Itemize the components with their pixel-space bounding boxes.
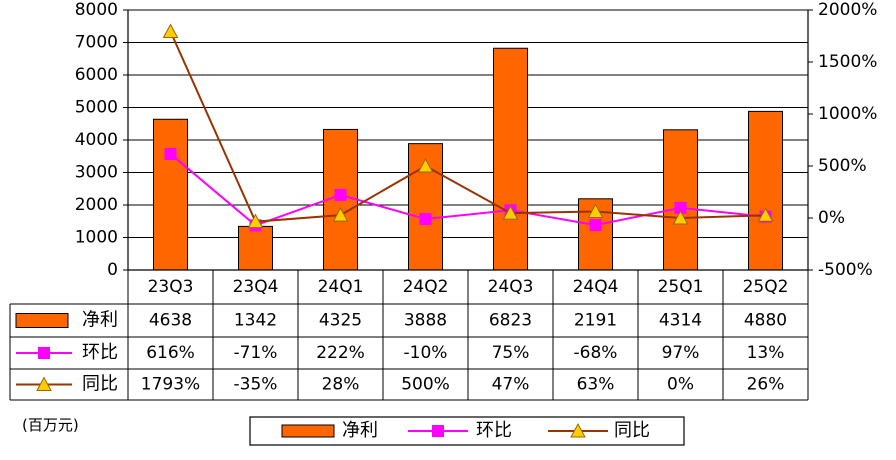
grid-lines	[128, 9, 808, 238]
table-category-label: 24Q2	[403, 277, 449, 297]
left-tick-label: 1000	[75, 228, 118, 248]
point-tb	[332, 207, 349, 222]
table-cell: 1793%	[141, 375, 200, 395]
table-key-marker	[38, 347, 50, 359]
point-tb	[672, 209, 689, 225]
right-tick-label: 2000%	[818, 0, 877, 20]
bar-24Q3	[493, 47, 528, 271]
left-tick-label: 5000	[75, 98, 118, 118]
table-cell: -35%	[234, 375, 278, 395]
bar-25Q2	[748, 110, 783, 271]
point-tb	[502, 205, 519, 220]
left-tick-label: 3000	[75, 163, 118, 183]
left-tick-label: 6000	[75, 65, 118, 85]
right-tick-label: -500%	[818, 260, 873, 280]
table-cell: 13%	[747, 343, 785, 363]
table-cell: 2191	[574, 311, 617, 331]
point-tb	[247, 213, 264, 229]
table-key-bar	[15, 313, 69, 328]
bar-23Q3	[153, 118, 188, 271]
table-cell: -10%	[404, 343, 448, 363]
point-hb	[419, 213, 432, 226]
legend-label: 环比	[476, 420, 512, 441]
table-cell: -71%	[234, 343, 278, 363]
point-hb	[164, 147, 177, 160]
table-cell: 4325	[319, 311, 362, 331]
legend-key-bar	[281, 424, 335, 438]
line-tb	[169, 31, 766, 223]
left-tick-label: 4000	[75, 130, 118, 150]
table-cell: 0%	[667, 375, 694, 395]
legend-key-marker	[432, 425, 444, 437]
point-tb	[587, 203, 604, 218]
legend-label: 同比	[614, 420, 650, 441]
point-hb	[589, 219, 602, 232]
table-cell: 6823	[489, 311, 532, 331]
right-tick-label: 0%	[818, 208, 845, 228]
table-cell: 97%	[662, 343, 700, 363]
bars	[153, 47, 783, 271]
table-key-marker	[36, 376, 52, 391]
right-tick-label: 1500%	[818, 52, 877, 72]
legend-key-marker	[570, 422, 586, 438]
table-cell: 4880	[744, 311, 787, 331]
legend: 净利 环比 同比	[249, 416, 685, 446]
table-cell: 4638	[149, 311, 192, 331]
data-table: 23Q3 23Q4 24Q1 24Q2 24Q3 24Q4 25Q1 25Q2 净利 4638 13…	[9, 269, 809, 401]
table-cell: 4314	[659, 311, 702, 331]
table-cell: 616%	[146, 343, 195, 363]
bar-23Q4	[238, 225, 273, 271]
left-tick-label: 0	[107, 260, 118, 280]
point-tb	[162, 23, 179, 39]
point-tb	[757, 207, 774, 222]
point-hb	[334, 188, 347, 201]
table-cell: 47%	[492, 375, 530, 395]
table-category-label: 23Q3	[148, 277, 194, 297]
axes: 0 1000 2000 3000 4000 5000 6000 7000 8000 -500% 0%…	[75, 0, 878, 280]
table-series-name: 环比	[82, 342, 118, 363]
series-lines	[162, 23, 774, 232]
point-tb	[417, 157, 434, 173]
table-cell: 1342	[234, 311, 277, 331]
table-series-name: 净利	[82, 310, 118, 331]
left-tick-label: 2000	[75, 195, 118, 215]
left-tick-label: 8000	[75, 0, 118, 20]
table-category-label: 24Q4	[573, 277, 619, 297]
table-cell: 28%	[322, 375, 360, 395]
table-cell: 222%	[316, 343, 365, 363]
table-cell: 26%	[747, 375, 785, 395]
bar-25Q1	[663, 129, 698, 271]
point-hb	[674, 201, 687, 214]
table-cell: 3888	[404, 311, 447, 331]
right-tick-label: 500%	[818, 156, 867, 176]
left-tick-label: 7000	[75, 33, 118, 53]
table-cell: -68%	[574, 343, 618, 363]
table-category-label: 25Q1	[658, 277, 704, 297]
table-category-label: 24Q1	[318, 277, 364, 297]
table-category-label: 23Q4	[233, 277, 279, 297]
legend-label: 净利	[342, 420, 378, 441]
table-category-label: 24Q3	[488, 277, 534, 297]
table-category-label: 25Q2	[743, 277, 789, 297]
table-cell: 75%	[492, 343, 530, 363]
table-cell: 500%	[401, 375, 450, 395]
right-tick-label: 1000%	[818, 104, 877, 124]
table-series-name: 同比	[82, 374, 118, 395]
unit-label: (百万元)	[22, 416, 79, 434]
table-cell: 63%	[577, 375, 615, 395]
